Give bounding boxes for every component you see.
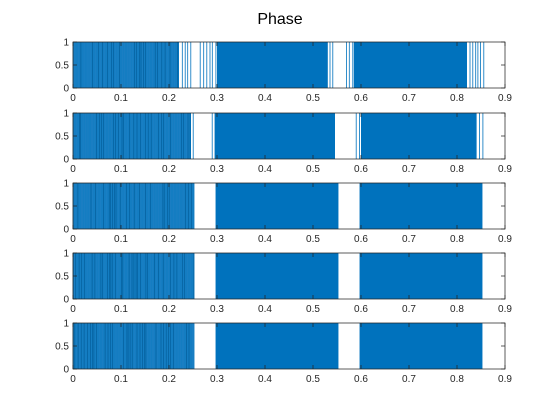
y-tick-label: 1 <box>63 319 69 330</box>
x-tick-label: 0.8 <box>450 304 464 315</box>
signal-solid-block-2 <box>359 183 483 229</box>
x-tick-label: 0.6 <box>354 304 368 315</box>
signal-sparse-lines-2 <box>199 42 217 88</box>
signal-solid-block-1 <box>214 113 335 159</box>
x-tick-label: 0.4 <box>258 164 272 175</box>
y-tick-label: 0.5 <box>55 272 69 283</box>
subplot-axes-5: 0 0.1 0.2 0.3 0.4 0.5 0.6 0.7 0.8 0.9 0 0.5 1 <box>55 319 512 386</box>
x-tick-label: 0.3 <box>210 93 224 104</box>
subplot-axes-4: 0 0.1 0.2 0.3 0.4 0.5 0.6 0.7 0.8 0.9 0 0.5 1 <box>55 249 512 316</box>
x-tick-label: 0.8 <box>450 374 464 385</box>
signal-dense-lines-1 <box>72 183 192 229</box>
signal-solid-block-1 <box>215 253 339 299</box>
y-tick-label: 0 <box>63 295 69 306</box>
signal-solid-block-2 <box>361 113 477 159</box>
x-tick-label: 0.9 <box>498 374 512 385</box>
figure-title: Phase <box>257 11 302 28</box>
signal-dense-lines-1 <box>72 42 178 88</box>
x-tick-label: 0.7 <box>402 93 416 104</box>
x-tick-label: 0 <box>70 234 76 245</box>
x-tick-label: 0.1 <box>114 234 128 245</box>
x-tick-label: 0.4 <box>258 304 272 315</box>
x-tick-label: 0.8 <box>450 93 464 104</box>
x-tick-label: 0.4 <box>258 93 272 104</box>
y-tick-label: 1 <box>63 38 69 49</box>
signal-sparse-lines-5 <box>466 42 485 88</box>
y-tick-label: 0 <box>63 225 69 236</box>
signal-dense-lines-1 <box>72 323 195 369</box>
x-tick-label: 0.7 <box>402 164 416 175</box>
x-tick-label: 0.9 <box>498 234 512 245</box>
x-tick-label: 0.4 <box>258 374 272 385</box>
x-tick-label: 0.5 <box>306 374 320 385</box>
subplot-axes-1: 0 0.1 0.2 0.3 0.4 0.5 0.6 0.7 0.8 0.9 0 0.5 1 <box>55 38 512 105</box>
signal-dense-lines-1 <box>72 113 191 159</box>
signal-sparse-lines-4 <box>346 42 354 88</box>
x-tick-label: 0.2 <box>162 164 176 175</box>
x-tick-label: 0.6 <box>354 234 368 245</box>
subplots-group: 0 0.1 0.2 0.3 0.4 0.5 0.6 0.7 0.8 0.900.510 0.1 0.2… <box>55 38 512 386</box>
signal-dense-region-1 <box>73 323 195 369</box>
subplot-axes-2: 0 0.1 0.2 0.3 0.4 0.5 0.6 0.7 0.8 0.9 0 0.5 1 <box>55 109 512 176</box>
x-tick-label: 0.2 <box>162 93 176 104</box>
x-tick-label: 0.8 <box>450 234 464 245</box>
x-tick-label: 0 <box>70 304 76 315</box>
x-tick-label: 0.2 <box>162 234 176 245</box>
x-tick-label: 0.5 <box>306 304 320 315</box>
x-tick-label: 0.1 <box>114 304 128 315</box>
signal-sparse-lines-1 <box>178 42 192 88</box>
y-tick-label: 0.5 <box>55 61 69 72</box>
x-tick-label: 0.3 <box>210 304 224 315</box>
x-tick-label: 0.7 <box>402 234 416 245</box>
x-tick-label: 0 <box>70 93 76 104</box>
x-tick-label: 0.3 <box>210 164 224 175</box>
signal-sparse-lines-4 <box>355 113 361 159</box>
x-tick-label: 0.9 <box>498 304 512 315</box>
y-tick-label: 0 <box>63 84 69 95</box>
signal-solid-block-2 <box>359 253 483 299</box>
x-tick-label: 0.6 <box>354 164 368 175</box>
x-tick-label: 0.2 <box>162 374 176 385</box>
y-tick-label: 0 <box>63 365 69 376</box>
y-tick-label: 0 <box>63 155 69 166</box>
x-tick-label: 0.1 <box>114 374 128 385</box>
x-tick-label: 0 <box>70 374 76 385</box>
x-tick-label: 0.6 <box>354 93 368 104</box>
y-tick-label: 0.5 <box>55 342 69 353</box>
signal-dense-lines-1 <box>72 253 195 299</box>
x-tick-label: 0.7 <box>402 304 416 315</box>
signal-solid-block-2 <box>359 323 483 369</box>
x-tick-label: 0.1 <box>114 164 128 175</box>
x-tick-label: 0.1 <box>114 93 128 104</box>
x-tick-label: 0.3 <box>210 234 224 245</box>
y-tick-label: 1 <box>63 109 69 120</box>
subplot-axes-3: 0 0.1 0.2 0.3 0.4 0.5 0.6 0.7 0.8 0.9 0 0.5 1 <box>55 179 512 246</box>
y-tick-label: 0.5 <box>55 202 69 213</box>
x-tick-label: 0.9 <box>498 164 512 175</box>
x-tick-label: 0.8 <box>450 164 464 175</box>
x-tick-label: 0.3 <box>210 374 224 385</box>
x-tick-label: 0.6 <box>354 374 368 385</box>
signal-solid-block-2 <box>353 42 467 88</box>
y-tick-label: 1 <box>63 249 69 260</box>
x-tick-label: 0.4 <box>258 234 272 245</box>
signal-sparse-lines-1 <box>190 113 194 159</box>
signal-dense-region-1 <box>73 183 195 229</box>
signal-sparse-lines-3 <box>326 42 334 88</box>
x-tick-label: 0 <box>70 164 76 175</box>
signal-sparse-lines-5 <box>475 113 484 159</box>
x-tick-label: 0.9 <box>498 93 512 104</box>
x-tick-label: 0.2 <box>162 304 176 315</box>
signal-solid-block-1 <box>215 183 339 229</box>
x-tick-label: 0.5 <box>306 234 320 245</box>
signal-solid-block-1 <box>217 42 328 88</box>
x-tick-label: 0.7 <box>402 374 416 385</box>
x-tick-label: 0.5 <box>306 93 320 104</box>
y-tick-label: 1 <box>63 179 69 190</box>
x-tick-label: 0.5 <box>306 164 320 175</box>
y-tick-label: 0.5 <box>55 132 69 143</box>
signal-solid-block-1 <box>215 323 339 369</box>
